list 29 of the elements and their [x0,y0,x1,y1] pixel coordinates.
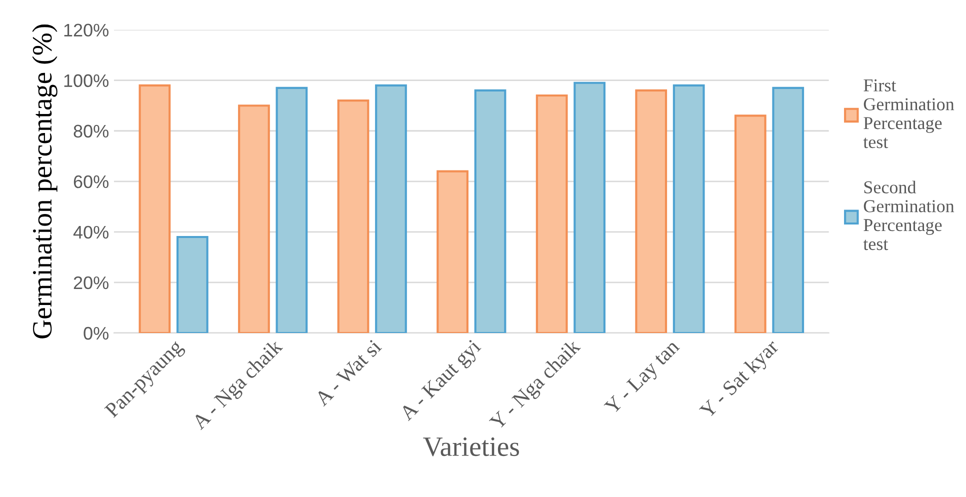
y-tick-label: 0% [84,326,108,340]
y-tick-label: 40% [73,226,108,239]
x-tick-label: A - Wat si [314,338,382,407]
bar [337,100,370,333]
x-axis-title: Varieties [423,437,519,456]
y-tick-label: 100% [64,74,108,88]
bar [536,94,568,333]
bar [635,89,668,333]
bar [375,84,407,333]
x-tick-label: Y - Sat kyar [698,338,783,422]
bar [436,170,468,333]
y-tick-label: 120% [64,24,108,37]
y-tick-label: 80% [74,124,108,138]
x-tick-label: A - Kaut gyi [398,338,484,424]
bar [276,86,308,333]
bar [734,114,766,333]
bar [176,236,208,333]
bar [138,84,171,333]
legend-label: First Germination Percentage test [863,79,954,148]
legend-label: Second Germination Percentage test [863,180,954,250]
bar [474,89,506,333]
bar [574,82,606,333]
bar [238,104,270,333]
bar [772,86,804,333]
x-tick-label: Y - Lay tan [604,338,684,418]
y-axis-title: Germination percentage (%) [32,24,58,338]
y-tick-label: 60% [74,175,108,188]
bar [672,84,705,333]
y-tick-label: 20% [74,276,108,290]
